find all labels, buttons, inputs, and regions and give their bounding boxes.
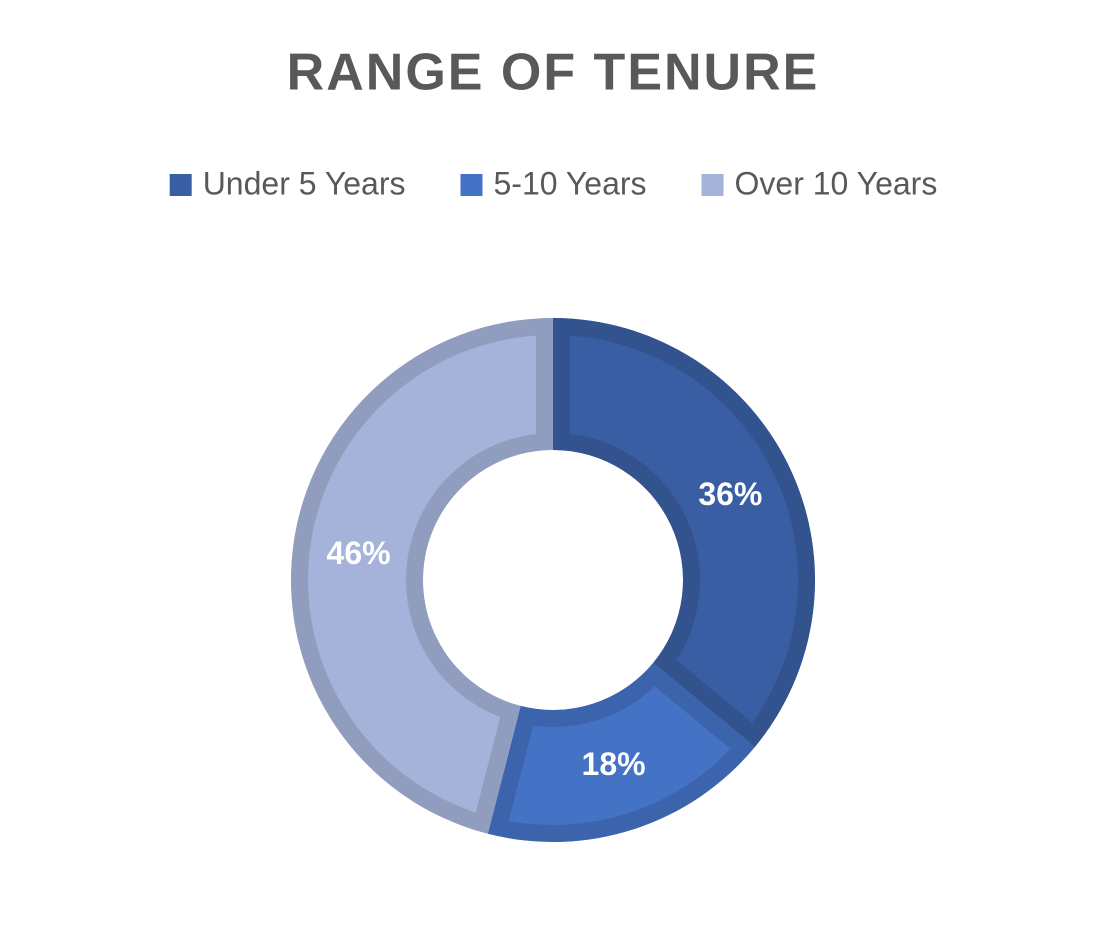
chart-title: RANGE OF TENURE — [287, 44, 820, 102]
data-label: 18% — [582, 746, 646, 782]
legend-label: Over 10 Years — [735, 165, 938, 201]
data-label: 46% — [327, 535, 391, 571]
legend-swatch — [169, 174, 192, 196]
legend-item: 5-10 Years — [460, 165, 647, 201]
legend-label: Under 5 Years — [203, 165, 406, 201]
legend-swatch — [460, 174, 483, 196]
data-label: 36% — [698, 476, 762, 512]
legend-swatch — [701, 174, 724, 196]
legend-item: Under 5 Years — [169, 165, 406, 201]
legend-label: 5-10 Years — [494, 165, 647, 201]
legend-item: Over 10 Years — [701, 165, 938, 201]
